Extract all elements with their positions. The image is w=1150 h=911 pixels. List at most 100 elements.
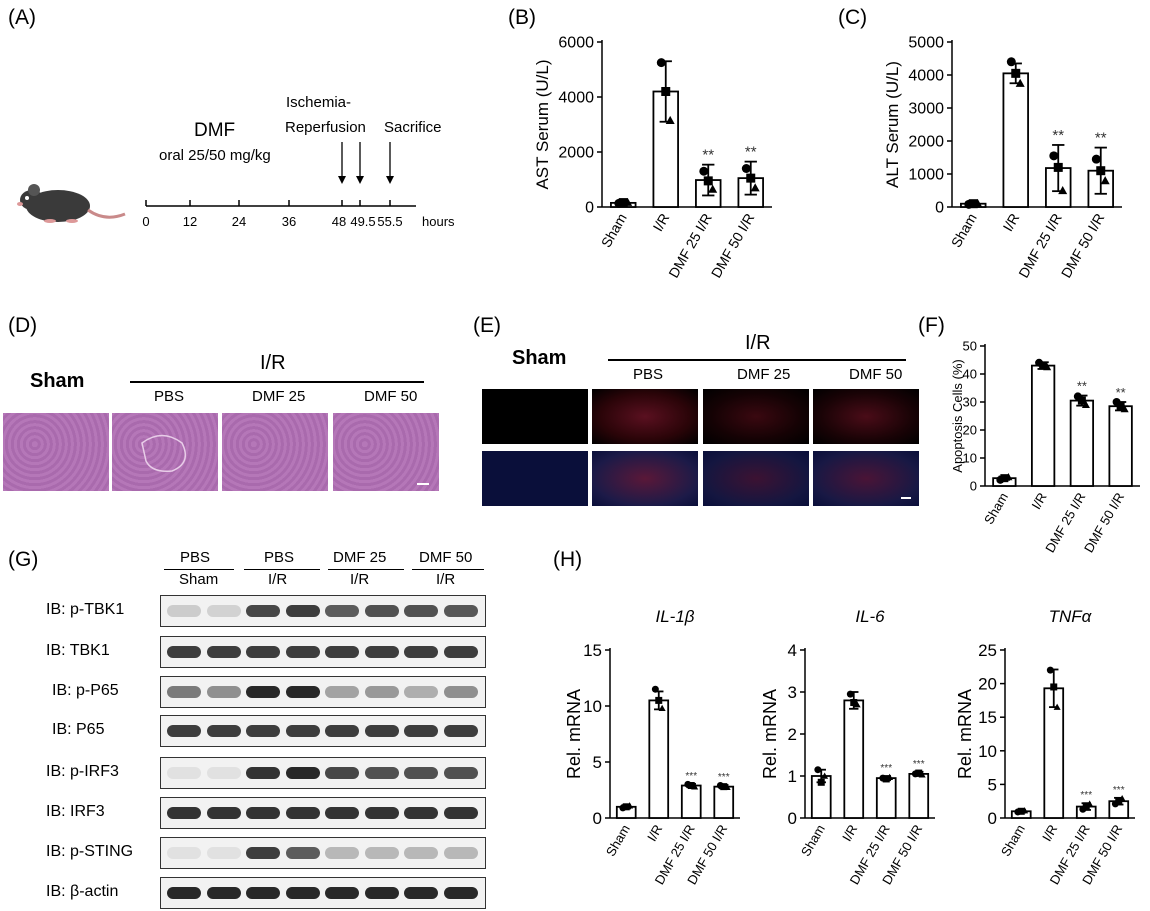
data-point [1021,807,1029,814]
y-tick-label: 50 [963,339,977,354]
significance-mark: *** [880,763,892,774]
x-tick-label: I/R [650,211,673,234]
blot-group-2-top: PBS [264,549,295,566]
blot-band [325,686,359,698]
blot-band [246,767,280,779]
blot-band [325,847,359,859]
blot-band [206,686,241,698]
significance-mark: *** [685,771,697,782]
timeline-arrowhead [356,176,364,184]
x-tick-label: Sham [948,211,980,251]
significance-mark: *** [718,772,730,783]
blot-label: IB: p-IRF3 [46,763,119,780]
panel-label-h: (H) [553,548,583,571]
scale-bar [417,483,429,485]
bar [713,785,735,819]
blot-band [364,847,399,859]
y-tick-label: 0 [593,809,602,828]
data-point [882,775,890,783]
blot-band [364,646,399,658]
y-tick-label: 2 [788,725,797,744]
blot-band [246,646,280,658]
data-point [817,778,825,786]
blot-strip [160,715,486,747]
data-point [1049,151,1059,161]
mouse-icon [17,184,126,223]
y-axis-label: Rel. mRNA [564,689,584,779]
data-point [1039,361,1048,370]
blot-group-3-bottom: I/R [350,571,370,588]
data-point [622,803,630,811]
blot-band [285,887,320,899]
x-tick-label: I/R [1000,211,1023,234]
blot-band [206,887,241,899]
data-point [968,199,978,209]
y-tick-label: 3 [788,683,797,702]
blot-band [404,847,438,859]
fluorescence-image-dmf50-red [813,389,919,444]
y-tick-label: 2000 [558,145,594,162]
bar [680,784,702,819]
y-tick-label: 1 [788,767,797,786]
timeline-tick-label: 36 [282,214,296,229]
panel-label-a: (A) [8,6,36,29]
blot-band [404,646,438,658]
data-point [658,704,666,712]
blot-group-4-top: DMF 50 [419,549,473,566]
fluorescence-condition-pbs: PBS [633,366,664,383]
y-tick-label: 6000 [558,35,594,52]
panel-label-g: (G) [8,548,39,571]
significance-mark: ** [1077,379,1087,394]
x-tick-label: Sham [598,211,630,251]
chart-title: IL-1β [655,607,694,626]
blot-band [206,646,241,658]
blot-strip [160,757,486,789]
y-tick-label: 30 [963,395,977,410]
y-tick-label: 3000 [908,101,944,118]
data-point [1118,795,1126,802]
blot-band [285,686,320,698]
blot-group-line [328,569,404,570]
y-tick-label: 10 [583,697,602,716]
bar [908,772,930,819]
blot-band [167,847,201,859]
blot-label: IB: p-STING [46,843,134,860]
blot-label: IB: p-P65 [52,682,119,699]
data-point [853,701,861,708]
blot-band [167,887,201,899]
data-point [1116,402,1125,411]
x-tick-label: Sham [798,822,828,859]
histology-image-dmf25 [221,412,329,492]
y-tick-label: 0 [935,200,944,217]
histology-image-pbs [111,412,219,492]
timeline-tick-label: 12 [183,214,197,229]
data-point [618,198,628,208]
data-point [821,772,829,779]
blot-strip [160,676,486,708]
x-tick-label: I/R [1028,490,1049,512]
blot-band [246,847,280,859]
data-point [626,802,634,809]
data-point [741,164,751,173]
timeline-arrowhead [386,176,394,184]
y-axis-label: Rel. mRNA [760,689,780,779]
blot-group-line [244,569,320,570]
data-point [651,685,659,693]
blot-group-4-bottom: I/R [436,571,456,588]
x-tick-label: I/R [644,822,665,844]
data-point [1043,363,1052,371]
bar [1002,72,1029,208]
blot-band [167,605,201,617]
data-point [886,773,894,781]
bar [843,699,865,819]
panel-label-e: (E) [473,314,501,337]
data-point [1091,154,1101,164]
significance-mark: ** [745,144,757,161]
chart-apoptosis: Apoptosis Cells (%) 0 10 20 30 40 50 Sham I/R ** D… [950,339,1140,555]
chart-title: TNFα [1049,607,1093,626]
y-tick-label: 20 [978,675,997,694]
data-point [1046,666,1054,674]
blot-group-1-top: PBS [180,549,211,566]
data-point [1058,186,1068,195]
